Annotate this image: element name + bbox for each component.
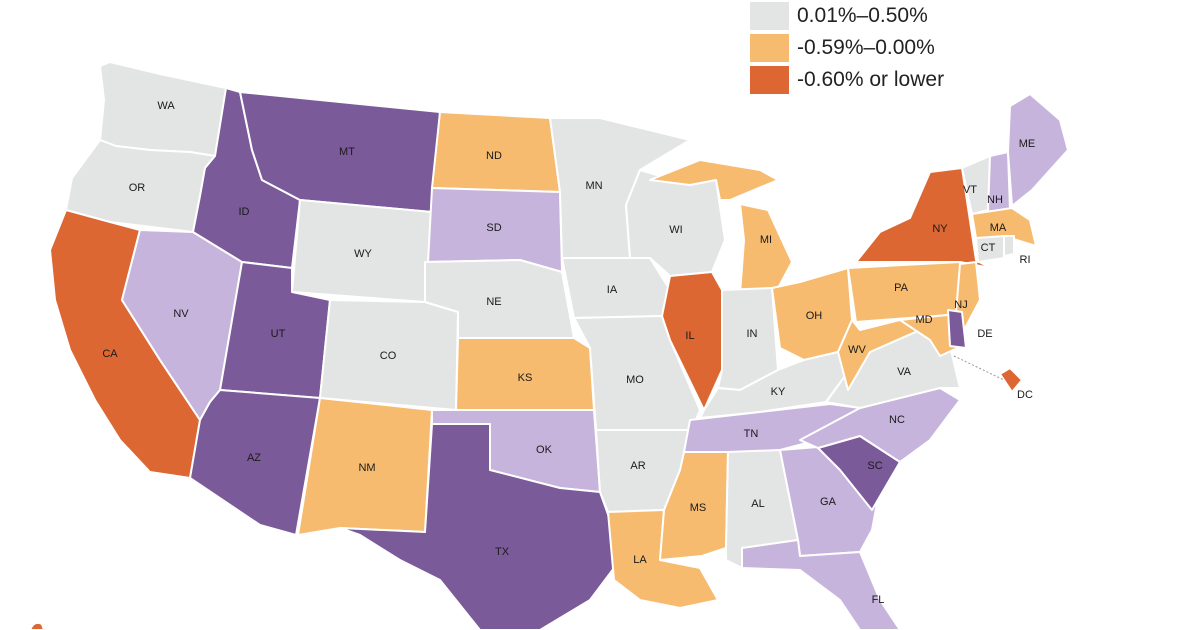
label-GA: GA (820, 496, 837, 508)
state-MD[interactable] (899, 313, 963, 357)
label-DE: DE (977, 328, 992, 340)
label-KY: KY (771, 386, 786, 398)
label-LA: LA (633, 554, 647, 566)
legend-swatch (750, 2, 789, 30)
label-IA: IA (607, 284, 618, 296)
label-NE: NE (486, 296, 501, 308)
label-SC: SC (867, 460, 882, 472)
state-AZ[interactable] (189, 389, 321, 536)
label-TX: TX (495, 546, 510, 558)
label-MI: MI (760, 234, 772, 246)
state-IL[interactable] (661, 271, 723, 411)
label-AZ: AZ (247, 452, 261, 464)
legend-label: 0.01%–0.50% (797, 4, 928, 27)
label-VA: VA (897, 366, 912, 378)
alaska-outline (29, 3, 181, 20)
label-NH: NH (987, 194, 1003, 206)
state-DC[interactable] (999, 367, 1023, 393)
label-NJ: NJ (954, 299, 967, 311)
label-SD: SD (486, 222, 501, 234)
label-KS: KS (518, 372, 533, 384)
label-MO: MO (626, 374, 644, 386)
label-WY: WY (354, 248, 372, 260)
label-PA: PA (894, 282, 909, 294)
label-AL: AL (751, 498, 764, 510)
label-ME: ME (1019, 138, 1036, 150)
label-CA: CA (102, 348, 118, 360)
label-NC: NC (889, 414, 905, 426)
state-MI[interactable] (649, 159, 779, 201)
hawaii-fragment (29, 621, 45, 630)
legend-item: -0.60% or lower (750, 64, 944, 96)
label-CO: CO (380, 350, 397, 362)
label-ID: ID (239, 206, 250, 218)
legend-item: 0.01%–0.50% (750, 0, 944, 32)
state-TX[interactable] (339, 423, 621, 630)
label-OK: OK (536, 444, 553, 456)
label-MD: MD (915, 314, 932, 326)
label-IL: IL (685, 330, 694, 342)
map-legend: 0.01%–0.50% -0.59%–0.00% -0.60% or lower (750, 0, 944, 96)
label-VT: VT (963, 184, 977, 196)
label-RI: RI (1020, 254, 1031, 266)
label-MN: MN (585, 180, 602, 192)
label-OH: OH (806, 310, 823, 322)
label-ND: ND (486, 150, 502, 162)
label-CT: CT (981, 242, 996, 254)
label-IN: IN (747, 328, 758, 340)
state-RI[interactable] (1003, 235, 1015, 257)
label-WV: WV (848, 344, 866, 356)
alaska-islands (234, 0, 256, 15)
label-NV: NV (173, 308, 189, 320)
state-DE[interactable] (947, 309, 967, 349)
legend-label: -0.59%–0.00% (797, 36, 935, 59)
state-MI-lower[interactable] (739, 203, 793, 295)
label-OR: OR (129, 182, 146, 194)
label-DC: DC (1017, 389, 1033, 401)
label-FL: FL (872, 594, 885, 606)
label-MT: MT (339, 146, 355, 158)
legend-swatch (750, 66, 789, 94)
label-NM: NM (358, 462, 375, 474)
label-MS: MS (690, 502, 707, 514)
state-FL[interactable] (741, 539, 901, 630)
label-MA: MA (990, 222, 1007, 234)
legend-item: -0.59%–0.00% (750, 32, 944, 64)
label-TN: TN (744, 428, 759, 440)
label-WA: WA (157, 100, 175, 112)
dc-leader-line (953, 355, 1005, 381)
state-CT[interactable] (975, 235, 1005, 263)
label-AR: AR (630, 460, 645, 472)
label-UT: UT (271, 328, 286, 340)
legend-label: -0.60% or lower (797, 68, 945, 91)
legend-swatch (750, 34, 789, 62)
state-ME[interactable] (1007, 93, 1069, 207)
label-WI: WI (669, 224, 682, 236)
label-NY: NY (932, 223, 948, 235)
